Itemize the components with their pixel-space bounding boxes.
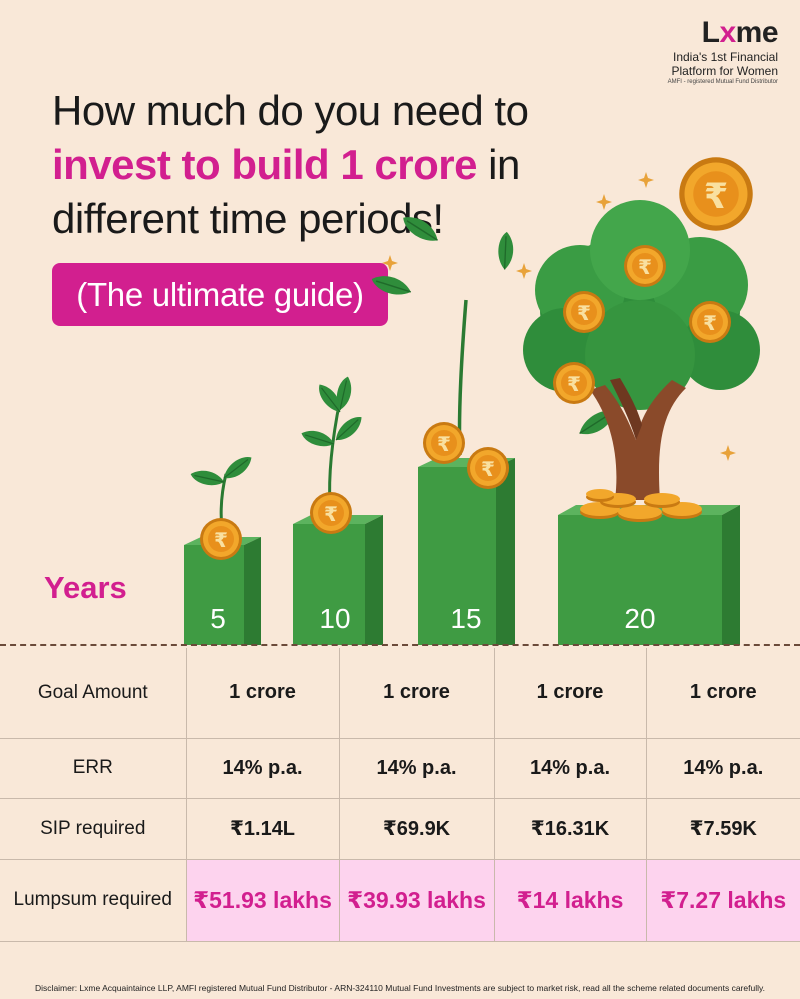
rupee-coin-icon: ₹: [467, 447, 509, 489]
brand-logo: Lxme India's 1st Financial Platform for …: [663, 16, 779, 86]
sparkle-icon: [382, 255, 398, 271]
table-cell: 14% p.a.: [185, 737, 340, 799]
table-cell: ₹16.31K: [493, 797, 647, 860]
svg-text:₹: ₹: [324, 502, 338, 526]
rupee-coin-icon: ₹: [423, 422, 465, 464]
disclaimer: Disclaimer: Lxme Acquaintaince LLP, AMFI…: [35, 983, 765, 993]
table-cell: ₹69.9K: [338, 797, 495, 860]
rupee-coin-icon: ₹: [679, 157, 753, 231]
guide-badge: (The ultimate guide): [52, 263, 388, 326]
sparkle-icon: [596, 194, 612, 210]
growth-block-10-years: ₹ 10: [293, 374, 383, 645]
svg-text:₹: ₹: [214, 528, 228, 552]
table-row: ERR 14% p.a. 14% p.a. 14% p.a. 14% p.a.: [0, 737, 800, 799]
money-tree-icon: ₹ ₹ ₹ ₹ ₹: [523, 157, 760, 500]
table-row: Goal Amount 1 crore 1 crore 1 crore 1 cr…: [0, 648, 800, 739]
row-label: SIP required: [0, 797, 187, 860]
table-row: SIP required ₹1.14L ₹69.9K ₹16.31K ₹7.59…: [0, 797, 800, 860]
table-cell: 1 crore: [338, 648, 495, 739]
table-cell: 1 crore: [185, 648, 340, 739]
svg-text:₹: ₹: [481, 457, 495, 481]
table-cell: 14% p.a.: [338, 737, 495, 799]
rupee-coin-icon: ₹: [200, 518, 242, 560]
table-cell: 14% p.a.: [493, 737, 647, 799]
logo-tagline: India's 1st Financial Platform for Women: [671, 50, 778, 78]
table-cell: ₹14 lakhs: [493, 858, 647, 942]
year-20-label: 20: [624, 603, 655, 634]
table-cell: ₹39.93 lakhs: [338, 858, 495, 942]
table-cell: ₹7.27 lakhs: [645, 858, 800, 942]
logo-wordmark: Lxme: [701, 16, 779, 49]
year-5-label: 5: [210, 603, 226, 634]
svg-text:₹: ₹: [437, 432, 451, 456]
year-15-label: 15: [450, 603, 481, 634]
table-cell: 1 crore: [493, 648, 647, 739]
sprout-icon: [298, 374, 368, 506]
investment-table: Goal Amount 1 crore 1 crore 1 crore 1 cr…: [0, 648, 800, 942]
table-cell: ₹1.14L: [185, 797, 340, 860]
sparkle-icon: [720, 445, 736, 461]
table-cell: ₹51.93 lakhs: [185, 858, 340, 942]
years-label: Years: [44, 570, 127, 605]
svg-text:₹: ₹: [577, 301, 591, 325]
svg-text:₹: ₹: [704, 177, 728, 217]
svg-text:₹: ₹: [638, 255, 652, 279]
year-10-label: 10: [319, 603, 350, 634]
row-label: ERR: [0, 737, 187, 799]
growth-block-20-years: ₹ ₹ ₹ ₹ ₹ 20: [523, 157, 760, 645]
svg-text:₹: ₹: [703, 311, 717, 335]
growth-block-5-years: ₹ 5: [184, 452, 261, 645]
divider: [0, 644, 800, 646]
row-label: Goal Amount: [0, 648, 187, 739]
table-cell: 14% p.a.: [645, 737, 800, 799]
logo-subtext: AMFI - registered Mutual Fund Distributo…: [667, 79, 778, 85]
table-cell: 1 crore: [645, 648, 800, 739]
svg-text:₹: ₹: [567, 372, 581, 396]
sparkle-icon: [516, 263, 532, 279]
coin-pile-icon: [580, 489, 702, 522]
page-title: How much do you need to invest to build …: [52, 87, 529, 242]
table-cell: ₹7.59K: [645, 797, 800, 860]
growth-illustration: ₹ 5 ₹ 10: [184, 157, 760, 645]
growth-block-15-years: ₹ ₹ 15: [368, 208, 620, 645]
row-label: Lumpsum required: [0, 858, 187, 942]
rupee-coin-icon: ₹: [310, 492, 352, 534]
table-row: Lumpsum required ₹51.93 lakhs ₹39.93 lak…: [0, 858, 800, 942]
sparkle-icon: [638, 172, 654, 188]
